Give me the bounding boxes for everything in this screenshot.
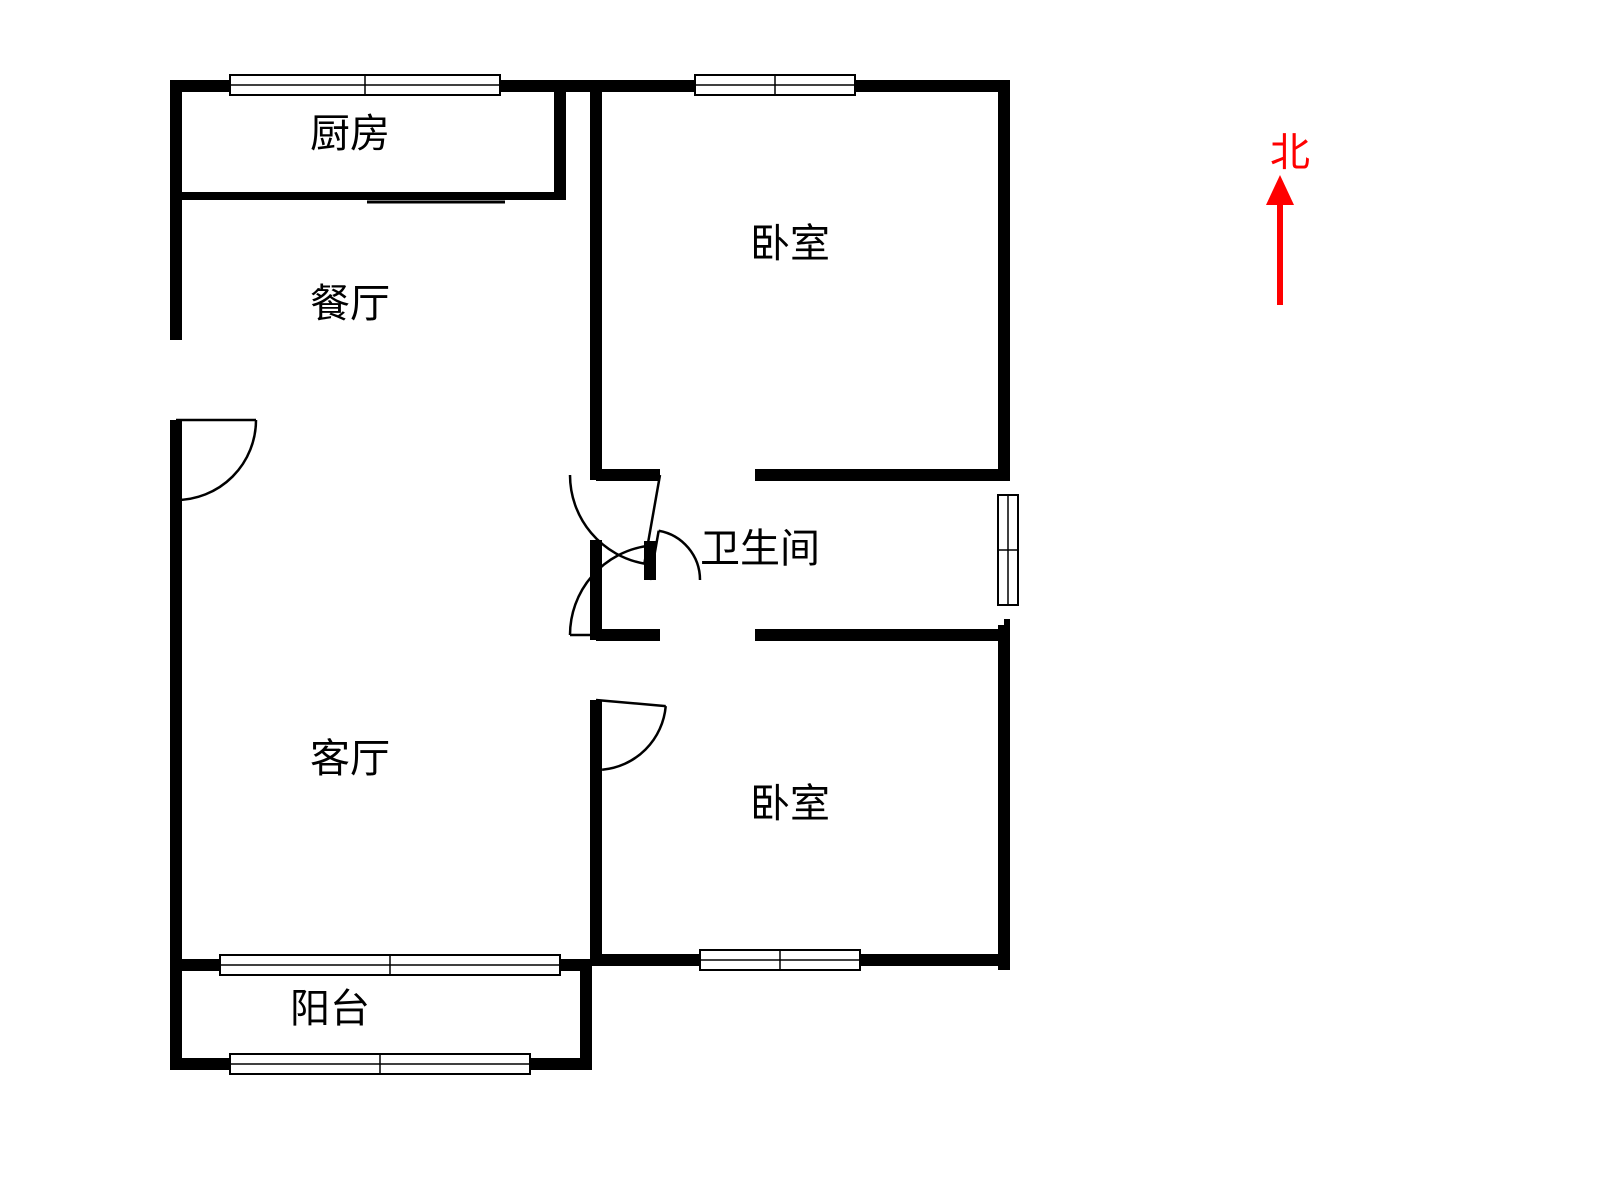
room-label-living: 客厅 [310, 726, 390, 784]
room-label-bedroom1: 卧室 [750, 211, 830, 269]
room-label-bathroom: 卫生间 [700, 516, 820, 574]
floorplan-diagram [0, 0, 1600, 1200]
room-label-dining: 餐厅 [310, 271, 390, 329]
room-label-balcony: 阳台 [290, 976, 370, 1034]
room-label-bedroom2: 卧室 [750, 771, 830, 829]
compass-north-label: 北 [1270, 120, 1310, 178]
room-label-kitchen: 厨房 [310, 101, 390, 159]
